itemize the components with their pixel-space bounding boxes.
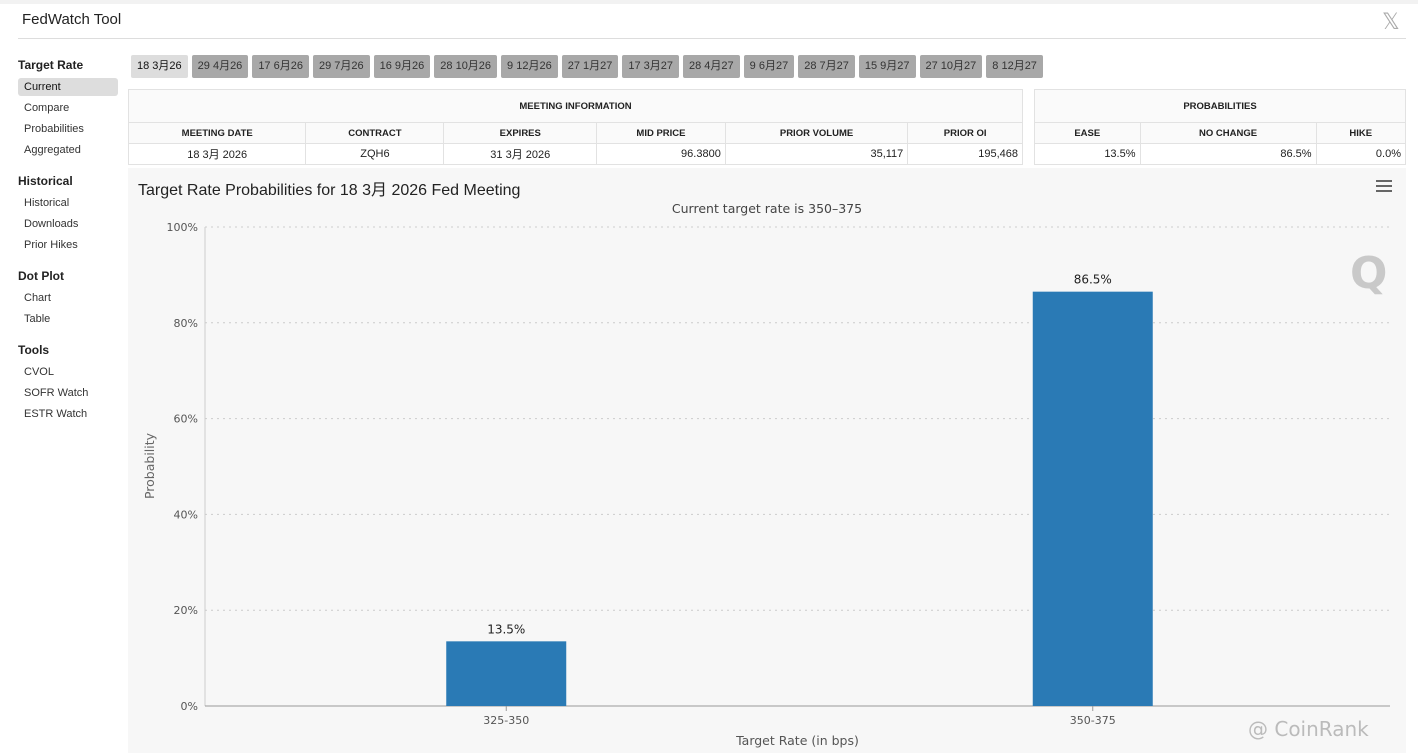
meeting-tab[interactable]: 18 3月26	[131, 55, 188, 78]
sidebar-item-compare[interactable]: Compare	[24, 102, 70, 114]
meeting-tab[interactable]: 28 7月27	[798, 55, 855, 78]
table-cell: ZQH6	[305, 143, 445, 165]
meeting-tab[interactable]: 27 1月27	[561, 55, 619, 78]
top-strip	[0, 0, 1418, 4]
sidebar-section-title: Dot Plot	[18, 269, 64, 283]
meeting-tab[interactable]: 9 12月26	[501, 55, 558, 78]
x-tick-label: 350-375	[1070, 714, 1116, 727]
table-cell: 18 3月 2026	[127, 143, 307, 165]
table-cell: 96.3800	[596, 143, 726, 165]
sidebar-item-estr-watch[interactable]: ESTR Watch	[24, 408, 88, 420]
meeting-info-title: MEETING INFORMATION	[128, 89, 1023, 123]
meeting-tab[interactable]: 29 4月26	[191, 55, 249, 78]
sidebar-item-probabilities[interactable]: Probabilities	[24, 123, 84, 135]
sidebar-item-aggregated[interactable]: Aggregated	[24, 144, 81, 156]
table-cell: 35,117	[724, 143, 909, 165]
bar-chart: 0% 20% 40% 60% 80% 100% 13.5% 325-350 86.5% 350-3…	[142, 221, 1390, 748]
spacer	[18, 257, 118, 267]
data-label: 86.5%	[1074, 273, 1112, 287]
column-header: CONTRACT	[305, 122, 445, 144]
chart-menu-icon[interactable]	[1376, 180, 1392, 195]
sidebar-item-prior-hikes[interactable]: Prior Hikes	[24, 239, 78, 251]
sidebar-item-cvol[interactable]: CVOL	[24, 366, 54, 378]
table-cell: 31 3月 2026	[443, 143, 598, 165]
column-header: NO CHANGE	[1139, 122, 1317, 144]
y-axis-label: Probability	[142, 432, 157, 499]
probabilities-title: PROBABILITIES	[1034, 89, 1406, 123]
column-header: PRIOR OI	[907, 122, 1023, 144]
table-cell: 195,468	[907, 143, 1023, 165]
meeting-tab[interactable]: 8 12月27	[986, 55, 1043, 78]
column-header: EXPIRES	[443, 122, 598, 144]
sidebar-section-title: Target Rate	[18, 58, 84, 72]
sidebar: Target Rate Current Compare Probabilities Ag…	[18, 56, 118, 426]
meeting-tab[interactable]: 17 3月27	[622, 55, 680, 78]
y-tick-label: 40%	[174, 508, 198, 521]
q-logo-icon: Q	[1350, 248, 1387, 299]
meeting-info-table: MEETING INFORMATION MEETING DATE CONTRACT…	[127, 89, 1023, 165]
y-tick-label: 60%	[174, 413, 198, 426]
column-header: PRIOR VOLUME	[724, 122, 909, 144]
y-tick-label: 100%	[167, 221, 198, 234]
meeting-tab[interactable]: 28 4月27	[683, 55, 740, 78]
bar-350-375[interactable]	[1032, 291, 1153, 706]
y-tick-label: 0%	[181, 700, 198, 713]
sidebar-item-current[interactable]: Current	[18, 78, 118, 96]
meeting-tabs: 18 3月26 29 4月26 17 6月26 29 7月26 16 9月26 28 10…	[131, 55, 1043, 78]
column-header: MID PRICE	[596, 122, 726, 144]
divider	[18, 38, 1406, 39]
meeting-tab[interactable]: 9 6月27	[743, 55, 795, 78]
sidebar-item-sofr-watch[interactable]: SOFR Watch	[24, 387, 89, 399]
sidebar-section-title: Historical	[18, 174, 73, 188]
chart-title: Target Rate Probabilities for 18 3月 2026…	[138, 182, 521, 199]
table-cell: 0.0%	[1315, 143, 1407, 165]
app-title: FedWatch Tool	[22, 11, 122, 28]
meeting-tab[interactable]: 28 10月26	[434, 55, 498, 78]
meeting-tab[interactable]: 17 6月26	[252, 55, 309, 78]
meeting-tab[interactable]: 16 9月26	[373, 55, 431, 78]
sidebar-section-title: Tools	[18, 343, 50, 357]
spacer	[18, 162, 118, 172]
bar-325-350[interactable]	[446, 641, 567, 706]
sidebar-item-downloads[interactable]: Downloads	[24, 218, 79, 230]
x-tick-label: 325-350	[483, 714, 529, 727]
chart-panel: Target Rate Probabilities for 18 3月 2026…	[128, 168, 1406, 753]
meeting-tab[interactable]: 15 9月27	[858, 55, 916, 78]
data-label: 13.5%	[487, 622, 525, 636]
x-logo-icon[interactable]: 𝕏	[1382, 10, 1400, 35]
chart-subtitle: Current target rate is 350–375	[671, 201, 863, 216]
meeting-tab[interactable]: 27 10月27	[919, 55, 983, 78]
column-header: HIKE	[1315, 122, 1407, 144]
y-tick-label: 20%	[174, 604, 198, 617]
table-cell: 13.5%	[1034, 143, 1141, 165]
y-tick-label: 80%	[174, 317, 198, 330]
column-header: EASE	[1034, 122, 1141, 144]
x-axis-label: Target Rate (in bps)	[735, 733, 859, 748]
sidebar-item-historical[interactable]: Historical	[24, 197, 70, 209]
spacer	[18, 331, 118, 341]
watermark: @ CoinRank	[1248, 717, 1369, 741]
column-header: MEETING DATE	[127, 122, 307, 144]
table-cell: 86.5%	[1139, 143, 1317, 165]
meeting-tab[interactable]: 29 7月26	[312, 55, 370, 78]
sidebar-item-table[interactable]: Table	[24, 313, 51, 325]
probabilities-table: PROBABILITIES EASE NO CHANGE HIKE 13.5% 86.5…	[1034, 89, 1407, 165]
sidebar-item-chart[interactable]: Chart	[24, 292, 51, 304]
